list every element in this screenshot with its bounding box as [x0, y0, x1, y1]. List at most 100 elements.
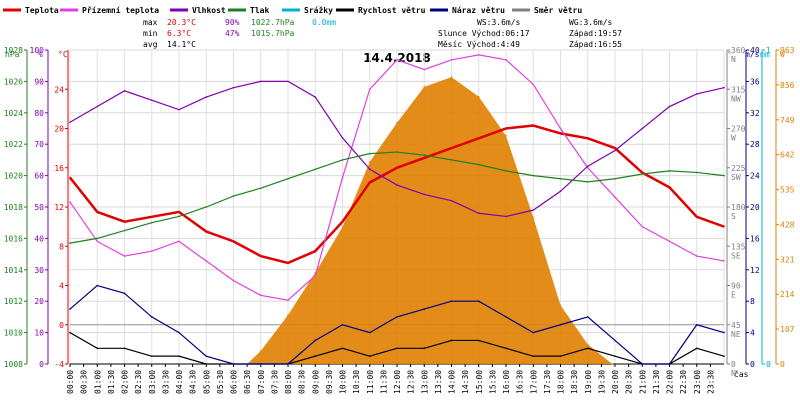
series-point — [668, 240, 671, 243]
right-axis-tick-label: 535 — [780, 186, 795, 195]
x-axis-tick-label: 15:30 — [488, 370, 497, 394]
series-point — [123, 347, 126, 350]
stats-max-press: 1022.7hPa — [251, 18, 295, 27]
x-axis-tick-label: 04:00 — [175, 370, 184, 394]
x-axis-tick-label: 06:30 — [243, 370, 252, 394]
series-point — [287, 177, 289, 180]
series-point — [96, 105, 99, 108]
series-point — [532, 216, 535, 219]
series-point — [723, 86, 725, 89]
series-point — [723, 225, 725, 228]
series-point — [505, 316, 507, 318]
series-point — [96, 211, 99, 213]
legend-label: Náraz větru — [452, 5, 505, 15]
series-point — [69, 201, 71, 203]
series-point — [232, 240, 235, 243]
right-axis-direction-label: W — [731, 134, 736, 143]
series-point — [477, 339, 480, 342]
series-point — [259, 294, 262, 297]
series-point — [450, 199, 453, 202]
series-point — [341, 159, 344, 161]
right-axis-tick-label: 45 — [731, 321, 741, 330]
right-axis-tick-label: 107 — [780, 325, 795, 334]
x-axis-tick-label: 19:30 — [597, 370, 606, 394]
series-point — [614, 177, 616, 180]
series-point — [368, 355, 371, 357]
left-axis-tick-label: 1018 — [4, 203, 23, 212]
series-point — [69, 121, 71, 124]
left-axis-tick-label: 20 — [54, 125, 64, 134]
x-axis-tick-label: 04:30 — [189, 370, 198, 394]
series-point — [205, 355, 208, 357]
series-point — [205, 230, 208, 233]
series-point — [423, 193, 426, 196]
series-point — [368, 168, 371, 171]
series-point — [668, 363, 671, 365]
series-point — [586, 181, 589, 183]
series-point — [205, 363, 208, 365]
series-point — [641, 127, 644, 130]
series-point — [341, 137, 344, 139]
series-point — [205, 96, 208, 98]
series-point — [423, 347, 426, 350]
legend-label: Přízemní teplota — [82, 6, 159, 15]
right-axis-tick-label: 225 — [731, 164, 746, 173]
right-axis-tick-label: 16 — [750, 234, 760, 243]
axis-unit-hpa: hPa — [5, 50, 20, 59]
stats-min-label: min — [143, 29, 158, 38]
right-axis-tick-label: 1 — [766, 46, 771, 55]
series-point — [532, 355, 535, 357]
right-axis-tick-label: 642 — [780, 151, 795, 160]
series-point — [368, 88, 371, 91]
series-point — [287, 363, 289, 365]
series-point — [232, 86, 235, 89]
series-point — [368, 161, 371, 163]
left-axis-tick-label: 1008 — [4, 360, 23, 369]
x-axis-tick-label: 07:00 — [257, 370, 266, 394]
right-axis-tick-label: 270 — [731, 125, 746, 134]
x-axis-tick-label: 08:30 — [298, 370, 307, 394]
series-point — [505, 134, 507, 137]
stats-max-label: max — [143, 18, 158, 27]
x-axis-tick-label: 10:00 — [339, 370, 348, 394]
x-axis-tick-label: 23:30 — [706, 370, 715, 394]
left-axis-tick-label: 24 — [54, 85, 64, 94]
series-point — [96, 240, 99, 243]
left-axis-tick-label: 60 — [34, 172, 44, 181]
series-point — [450, 159, 453, 161]
x-axis-tick-label: 18:30 — [570, 370, 579, 394]
x-axis-tick-label: 06:00 — [230, 370, 239, 394]
series-point — [287, 299, 289, 302]
right-axis-tick-label: 0 — [766, 360, 771, 369]
series-point — [450, 76, 453, 78]
series-point — [532, 124, 535, 127]
left-axis-tick-label: 70 — [34, 140, 44, 149]
axis-unit-humidity: % — [38, 50, 43, 59]
x-axis-tick-label: 13:30 — [434, 370, 443, 394]
series-point — [586, 316, 589, 318]
stats-avg-temp: 14.1°C — [167, 40, 196, 49]
series-solar-area — [247, 77, 613, 364]
series-point — [396, 166, 398, 169]
right-axis-direction-label: NW — [731, 94, 741, 103]
stats-max-rain: 0.0mm — [312, 18, 336, 27]
left-axis-tick-label: 30 — [34, 266, 44, 275]
series-point — [532, 209, 535, 211]
series-point — [423, 308, 426, 310]
series-point — [423, 157, 426, 159]
left-axis-tick-label: 10 — [34, 329, 44, 338]
series-point — [368, 331, 371, 334]
x-axis-tick-label: 05:30 — [216, 370, 225, 394]
stats-block: max 20.3°C 90% 1022.7hPa 0.0mm min 6.3°C… — [143, 18, 622, 49]
series-point — [287, 262, 289, 264]
series-point — [450, 300, 453, 303]
left-axis-tick-label: -4 — [54, 360, 64, 369]
series-point — [423, 86, 426, 88]
series-point — [123, 292, 126, 295]
x-axis-tick-label: 11:00 — [366, 370, 375, 394]
x-axis-tick-label: 21:30 — [652, 370, 661, 394]
series-point — [259, 187, 262, 189]
series-point — [477, 300, 480, 303]
series-point — [123, 229, 126, 232]
series-point — [641, 171, 644, 174]
